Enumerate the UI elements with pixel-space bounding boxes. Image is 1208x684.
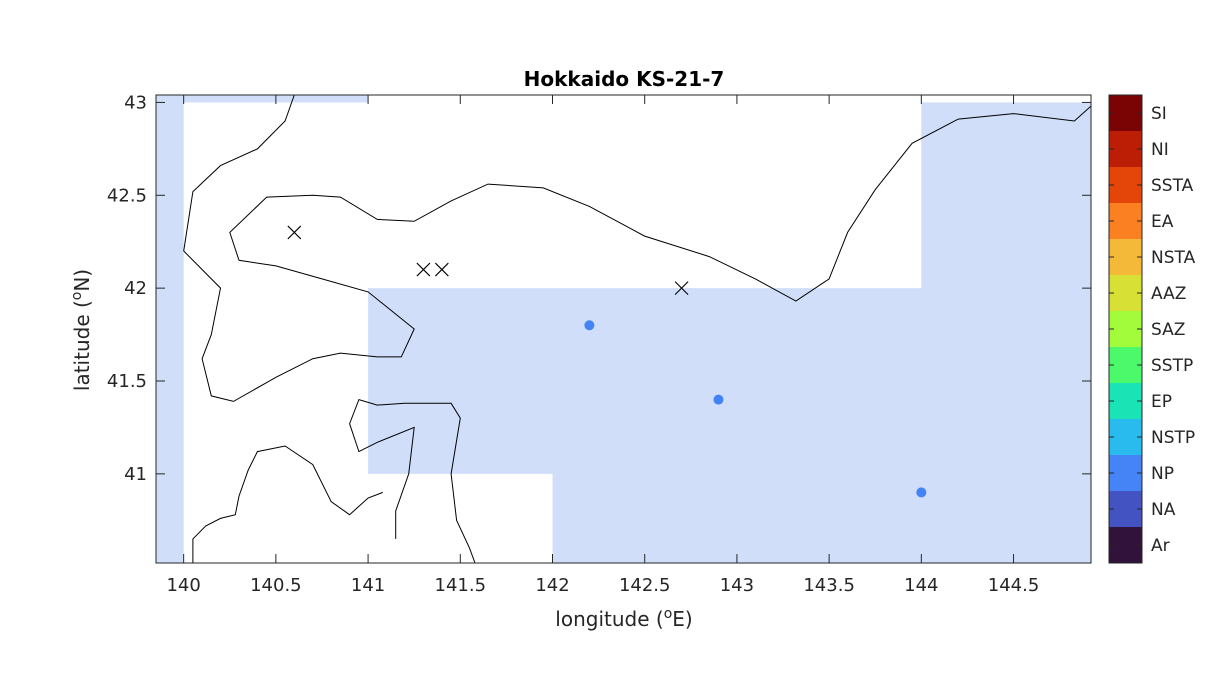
colorbar-swatch	[1109, 239, 1142, 276]
colorbar-label: SSTP	[1151, 356, 1193, 376]
y-tick-label: 42	[124, 278, 147, 299]
colorbar-swatch	[1109, 275, 1142, 312]
colorbar-label: NP	[1151, 464, 1174, 484]
y-tick-label: 41	[124, 464, 147, 485]
dot-marker-2	[916, 487, 927, 498]
coastline-0	[183, 95, 295, 252]
colorbar-label: NA	[1151, 500, 1176, 520]
y-tick-label: 41.5	[107, 371, 147, 392]
x-tick-label: 140	[166, 575, 200, 596]
x-axis-label: longitude (oE)	[555, 606, 692, 631]
plot-content	[156, 95, 1091, 563]
x-marker-0	[287, 225, 302, 240]
shaded-region-0	[156, 95, 184, 563]
x-marker-stroke-b	[674, 281, 689, 296]
coastline-3	[192, 445, 383, 563]
x-marker-stroke-b	[434, 262, 449, 277]
colorbar-swatch	[1109, 167, 1142, 204]
colorbar-label: SSTA	[1151, 176, 1194, 196]
colorbar-swatch	[1109, 203, 1142, 240]
x-marker-1	[416, 262, 431, 277]
x-marker-2	[434, 262, 449, 277]
colorbar-swatch	[1109, 95, 1142, 132]
colorbar-swatch	[1109, 419, 1142, 456]
coastline-2	[349, 398, 476, 563]
colorbar-swatch	[1109, 383, 1142, 420]
colorbar-label: NSTP	[1151, 428, 1195, 448]
colorbar-label: EP	[1151, 392, 1172, 412]
x-marker-stroke-b	[287, 225, 302, 240]
colorbar-label: Ar	[1151, 536, 1170, 556]
x-marker-3	[674, 281, 689, 296]
x-marker-stroke-b	[416, 262, 431, 277]
x-tick-label: 144.5	[988, 575, 1040, 596]
colorbar-swatch	[1109, 311, 1142, 348]
colorbar-label: NSTA	[1151, 248, 1196, 268]
y-tick-label: 42.5	[107, 185, 147, 206]
colorbar-swatch	[1109, 347, 1142, 384]
dot-marker-0	[584, 320, 595, 331]
x-tick-label: 143	[720, 575, 754, 596]
colorbar-label: SAZ	[1151, 320, 1185, 340]
colorbar-label: SI	[1151, 104, 1167, 124]
colorbar-label: NI	[1151, 140, 1169, 160]
x-tick-label: 144	[904, 575, 938, 596]
plot-frame	[155, 94, 1092, 564]
dot-marker-1	[713, 394, 724, 405]
chart-title: Hokkaido KS-21-7	[524, 67, 725, 91]
x-tick-label: 141	[351, 575, 385, 596]
x-tick-label: 143.5	[803, 575, 855, 596]
colorbar-swatch	[1109, 131, 1142, 168]
colorbar-label: EA	[1151, 212, 1174, 232]
y-axis-label: latitude (oN)	[69, 269, 94, 391]
x-tick-label: 141.5	[435, 575, 487, 596]
x-tick-label: 142	[535, 575, 569, 596]
coastline-1	[183, 105, 1091, 402]
colorbar-label: AAZ	[1151, 284, 1186, 304]
plot-area: 140 140.5 141 141.5 142 142.5 143 143.5 144 144.5…	[107, 92, 1092, 596]
x-tick-label: 140.5	[250, 575, 302, 596]
colorbar-swatch	[1109, 455, 1142, 492]
colorbar: SI NI SSTA EA NSTA AAZ SAZ SSTP EP NSTP NP NA Ar	[1108, 94, 1196, 564]
colorbar-swatch	[1109, 491, 1142, 528]
x-tick-label: 142.5	[619, 575, 671, 596]
y-tick-label: 43	[124, 92, 147, 113]
colorbar-swatch	[1109, 527, 1142, 564]
shaded-region-2	[368, 102, 1091, 563]
